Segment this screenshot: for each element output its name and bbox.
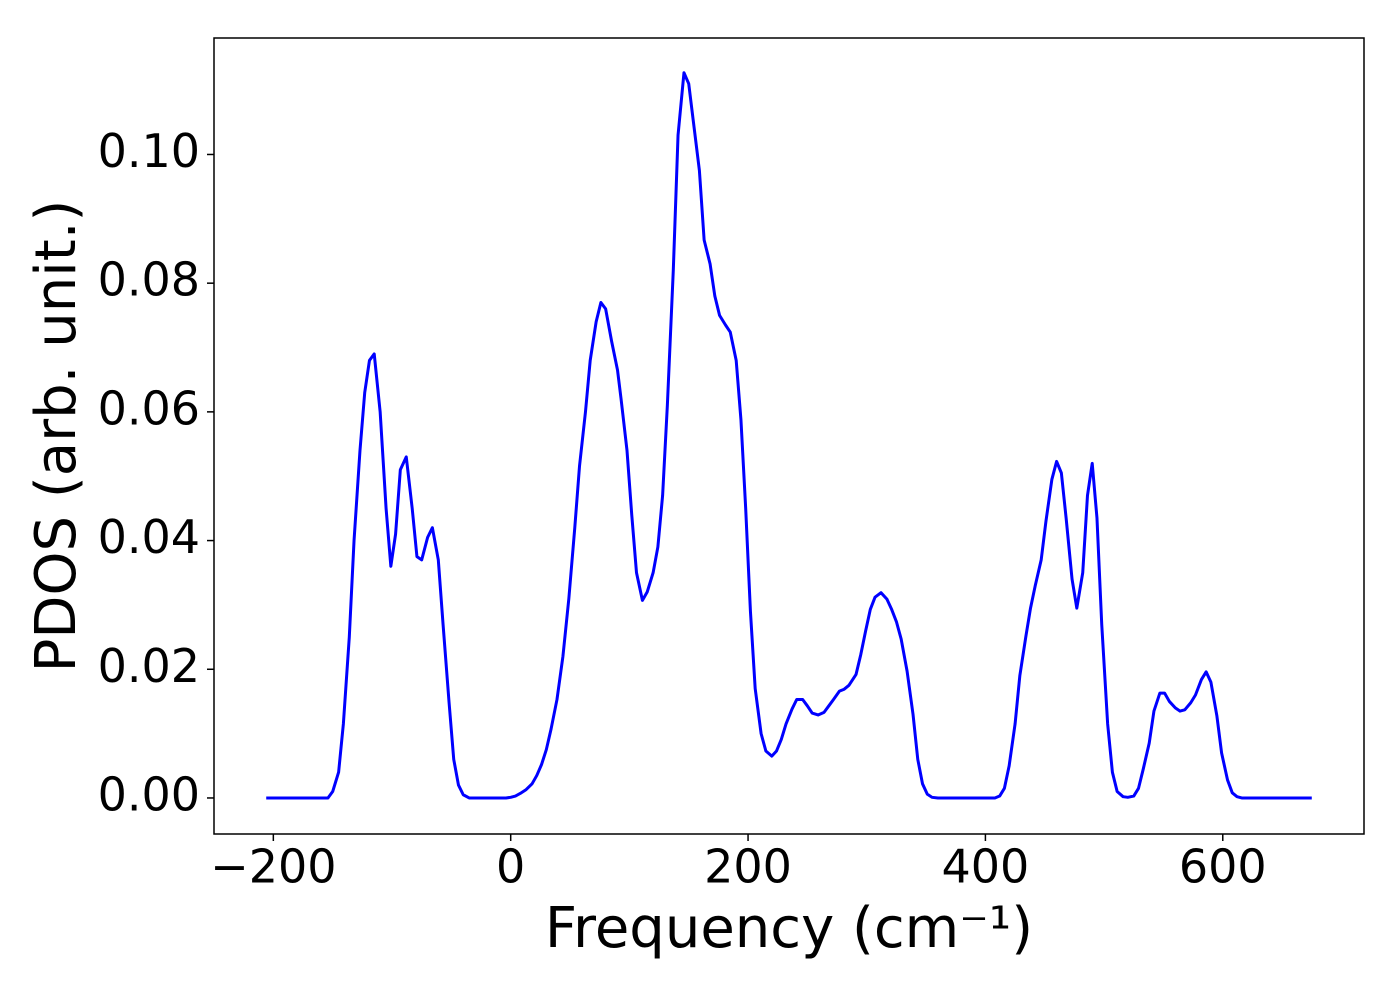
plot-frame	[213, 37, 1365, 835]
x-tick-label: 600	[1179, 840, 1267, 894]
y-axis-label: PDOS (arb. unit.)	[24, 200, 89, 673]
y-tick-label: 0.10	[98, 124, 200, 178]
x-tick-label: −200	[210, 840, 336, 894]
y-tick-label: 0.08	[98, 253, 200, 307]
y-tick-label: 0.00	[98, 767, 200, 821]
x-axis-label: Frequency (cm⁻¹)	[545, 896, 1033, 961]
x-tick-label: 400	[942, 840, 1030, 894]
y-tick-label: 0.04	[98, 510, 200, 564]
x-tick-label: 200	[704, 840, 792, 894]
y-tick-label: 0.02	[98, 639, 200, 693]
pdos-line	[266, 71, 1312, 800]
y-tick-label: 0.06	[98, 381, 200, 435]
x-tick-label: 0	[496, 840, 525, 894]
